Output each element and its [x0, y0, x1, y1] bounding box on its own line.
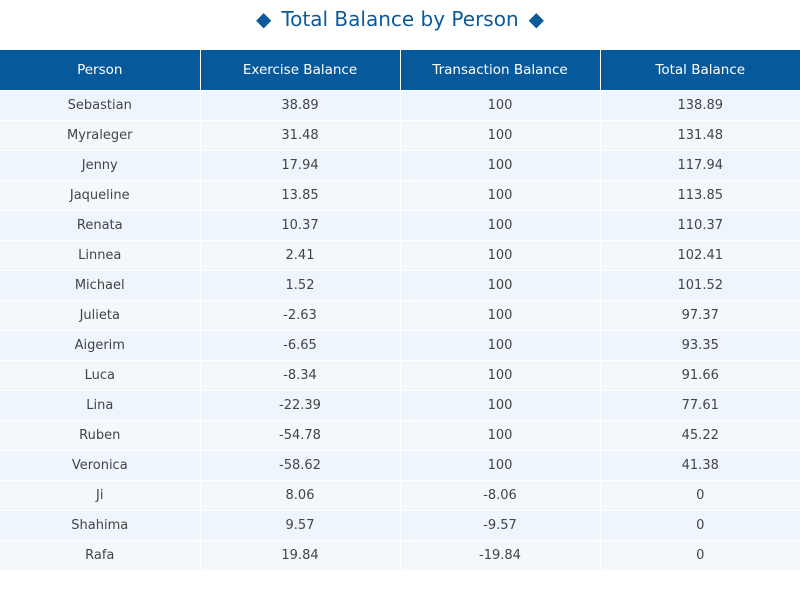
total-balance-cell: 102.41 [599, 240, 800, 271]
total-balance-cell: 0 [599, 540, 800, 570]
total-balance-cell: 131.48 [599, 120, 800, 151]
exercise-balance-cell: -22.39 [199, 390, 400, 421]
table-row: Veronica -58.62 100 41.38 [0, 450, 800, 481]
transaction-balance-cell: -9.57 [399, 510, 600, 541]
transaction-balance-cell: 100 [399, 150, 600, 181]
person-cell: Ruben [0, 420, 200, 451]
person-cell: Julieta [0, 300, 200, 331]
transaction-balance-cell: 100 [399, 90, 600, 121]
table-row: Michael 1.52 100 101.52 [0, 270, 800, 301]
total-balance-cell: 138.89 [599, 90, 800, 121]
table-row: Jenny 17.94 100 117.94 [0, 150, 800, 181]
table-row: Rafa 19.84 -19.84 0 [0, 540, 800, 570]
diamond-icon: ◆ [255, 7, 272, 31]
person-cell: Luca [0, 360, 200, 391]
exercise-balance-cell: -58.62 [199, 450, 400, 481]
transaction-balance-cell: 100 [399, 330, 600, 361]
person-cell: Aigerim [0, 330, 200, 361]
transaction-balance-cell: 100 [399, 360, 600, 391]
exercise-balance-cell: 1.52 [199, 270, 400, 301]
total-balance-cell: 110.37 [599, 210, 800, 241]
transaction-balance-cell: 100 [399, 180, 600, 211]
person-cell: Ji [0, 480, 200, 511]
transaction-balance-cell: 100 [399, 390, 600, 421]
transaction-balance-cell: -19.84 [399, 540, 600, 570]
exercise-balance-cell: 31.48 [199, 120, 400, 151]
person-cell: Michael [0, 270, 200, 301]
total-balance-cell: 77.61 [599, 390, 800, 421]
exercise-balance-cell: 10.37 [199, 210, 400, 241]
table-row: Shahima 9.57 -9.57 0 [0, 510, 800, 541]
total-balance-cell: 117.94 [599, 150, 800, 181]
transaction-balance-cell: 100 [399, 240, 600, 271]
table-body: Sebastian 38.89 100 138.89 Myraleger 31.48 100… [0, 90, 800, 570]
table-row: Linnea 2.41 100 102.41 [0, 240, 800, 271]
transaction-balance-cell: -8.06 [399, 480, 600, 511]
table-row: Julieta -2.63 100 97.37 [0, 300, 800, 331]
column-header-person: Person [0, 50, 200, 91]
transaction-balance-cell: 100 [399, 300, 600, 331]
column-header-exercise-balance: Exercise Balance [199, 50, 400, 91]
total-balance-cell: 113.85 [599, 180, 800, 211]
person-cell: Veronica [0, 450, 200, 481]
person-cell: Jenny [0, 150, 200, 181]
exercise-balance-cell: -2.63 [199, 300, 400, 331]
exercise-balance-cell: 9.57 [199, 510, 400, 541]
table-row: Renata 10.37 100 110.37 [0, 210, 800, 241]
exercise-balance-cell: 38.89 [199, 90, 400, 121]
total-balance-cell: 101.52 [599, 270, 800, 301]
total-balance-cell: 0 [599, 480, 800, 511]
table-row: Myraleger 31.48 100 131.48 [0, 120, 800, 151]
column-header-total-balance: Total Balance [599, 50, 800, 91]
person-cell: Jaqueline [0, 180, 200, 211]
exercise-balance-cell: -6.65 [199, 330, 400, 361]
diamond-icon: ◆ [528, 7, 545, 31]
table-row: Ruben -54.78 100 45.22 [0, 420, 800, 451]
exercise-balance-cell: -8.34 [199, 360, 400, 391]
table-row: Aigerim -6.65 100 93.35 [0, 330, 800, 361]
person-cell: Linnea [0, 240, 200, 271]
transaction-balance-cell: 100 [399, 210, 600, 241]
exercise-balance-cell: 13.85 [199, 180, 400, 211]
person-cell: Renata [0, 210, 200, 241]
table-row: Jaqueline 13.85 100 113.85 [0, 180, 800, 211]
person-cell: Myraleger [0, 120, 200, 151]
total-balance-cell: 41.38 [599, 450, 800, 481]
exercise-balance-cell: 2.41 [199, 240, 400, 271]
table-row: Lina -22.39 100 77.61 [0, 390, 800, 421]
person-cell: Lina [0, 390, 200, 421]
transaction-balance-cell: 100 [399, 120, 600, 151]
header-row: Person Exercise Balance Transaction Bala… [0, 50, 800, 91]
total-balance-cell: 45.22 [599, 420, 800, 451]
table-row: Luca -8.34 100 91.66 [0, 360, 800, 391]
transaction-balance-cell: 100 [399, 450, 600, 481]
person-cell: Rafa [0, 540, 200, 570]
chart-title-bar: ◆ Total Balance by Person ◆ [0, 4, 800, 34]
transaction-balance-cell: 100 [399, 420, 600, 451]
table-row: Sebastian 38.89 100 138.89 [0, 90, 800, 121]
total-balance-cell: 93.35 [599, 330, 800, 361]
person-cell: Sebastian [0, 90, 200, 121]
exercise-balance-cell: 17.94 [199, 150, 400, 181]
total-balance-cell: 97.37 [599, 300, 800, 331]
exercise-balance-cell: 8.06 [199, 480, 400, 511]
total-balance-cell: 0 [599, 510, 800, 541]
total-balance-cell: 91.66 [599, 360, 800, 391]
exercise-balance-cell: -54.78 [199, 420, 400, 451]
person-cell: Shahima [0, 510, 200, 541]
table-row: Ji 8.06 -8.06 0 [0, 480, 800, 511]
balance-table: Person Exercise Balance Transaction Bala… [0, 50, 800, 570]
transaction-balance-cell: 100 [399, 270, 600, 301]
chart-title: Total Balance by Person [281, 7, 519, 31]
exercise-balance-cell: 19.84 [199, 540, 400, 570]
column-header-transaction-balance: Transaction Balance [399, 50, 600, 91]
